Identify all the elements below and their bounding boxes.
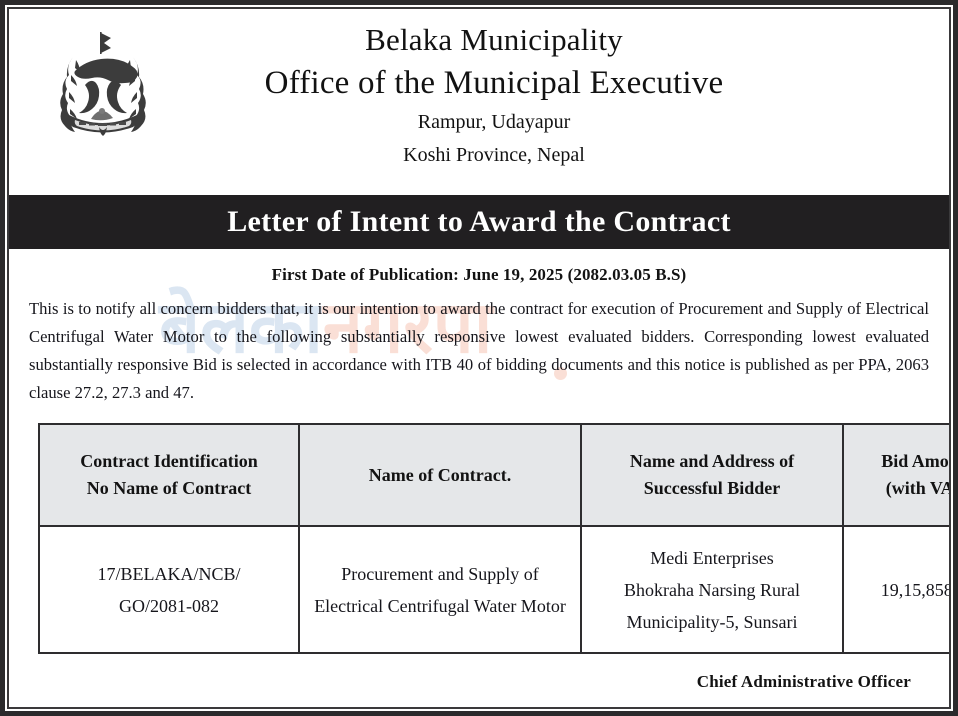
award-table: Contract Identification No Name of Contr…: [38, 423, 949, 654]
column-header-line: Successful Bidder: [643, 478, 781, 498]
cell-line: 17/BELAKA/NCB/: [97, 563, 241, 584]
column-header-line: (with VAT): [885, 478, 949, 498]
municipality-name: Belaka Municipality: [365, 22, 623, 57]
column-header-bid-amount: Bid Amount (with VAT): [842, 423, 949, 527]
office-name: Office of the Municipal Executive: [264, 65, 724, 101]
document-footer: Chief Administrative Officer: [27, 654, 931, 692]
column-header-line: Bid Amount: [881, 451, 949, 471]
column-header-line: No Name of Contract: [86, 478, 252, 498]
table-header-row: Contract Identification No Name of Contr…: [38, 423, 949, 527]
document-title-banner: Letter of Intent to Award the Contract: [9, 195, 949, 249]
table-row: 17/BELAKA/NCB/ GO/2081-082 Procurement a…: [38, 525, 949, 654]
column-header-bidder: Name and Address of Successful Bidder: [580, 423, 844, 527]
cell-bidder: Medi Enterprises Bhokraha Narsing Rural …: [580, 525, 844, 654]
award-table-head: Contract Identification No Name of Contr…: [38, 423, 949, 527]
column-header-contract-name: Name of Contract.: [298, 423, 582, 527]
publication-date: First Date of Publication: June 19, 2025…: [271, 265, 687, 284]
signatory-title: Chief Administrative Officer: [696, 672, 911, 691]
column-header-contract-id: Contract Identification No Name of Contr…: [38, 423, 300, 527]
watermark-dot-icon: [554, 367, 567, 380]
letterhead: Belaka Municipality Office of the Munici…: [9, 9, 949, 195]
column-header-line: Name and Address of: [629, 451, 795, 471]
column-header-line: Name of Contract.: [368, 464, 512, 485]
cell-bid-amount: 19,15,858.50: [842, 525, 949, 654]
notice-text: This is to notify all concern bidders th…: [29, 299, 929, 402]
document-title: Letter of Intent to Award the Contract: [227, 205, 731, 238]
cell-line: GO/2081-082: [119, 595, 219, 616]
document-body: First Date of Publication: June 19, 2025…: [9, 249, 949, 692]
column-header-line: Contract Identification: [80, 451, 258, 471]
nepal-emblem-icon: [45, 27, 161, 139]
award-table-body: 17/BELAKA/NCB/ GO/2081-082 Procurement a…: [38, 525, 949, 654]
cell-contract-name: Procurement and Supply of Electrical Cen…: [298, 525, 582, 654]
cell-contract-id: 17/BELAKA/NCB/ GO/2081-082: [38, 525, 300, 654]
cell-line: Municipality-5, Sunsari: [626, 611, 798, 632]
cell-line: Medi Enterprises: [650, 547, 774, 568]
award-table-wrapper: Contract Identification No Name of Contr…: [27, 407, 949, 654]
organization-titles: Belaka Municipality Office of the Munici…: [9, 19, 949, 171]
office-province: Koshi Province, Nepal: [403, 144, 585, 166]
document-content: Belaka Municipality Office of the Munici…: [9, 9, 949, 707]
cell-line: Bhokraha Narsing Rural: [624, 579, 800, 600]
office-address: Rampur, Udayapur: [417, 111, 571, 133]
